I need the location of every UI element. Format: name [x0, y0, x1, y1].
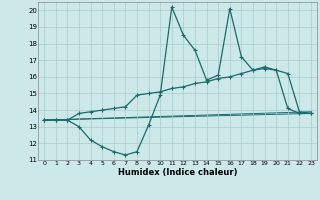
X-axis label: Humidex (Indice chaleur): Humidex (Indice chaleur): [118, 168, 237, 177]
